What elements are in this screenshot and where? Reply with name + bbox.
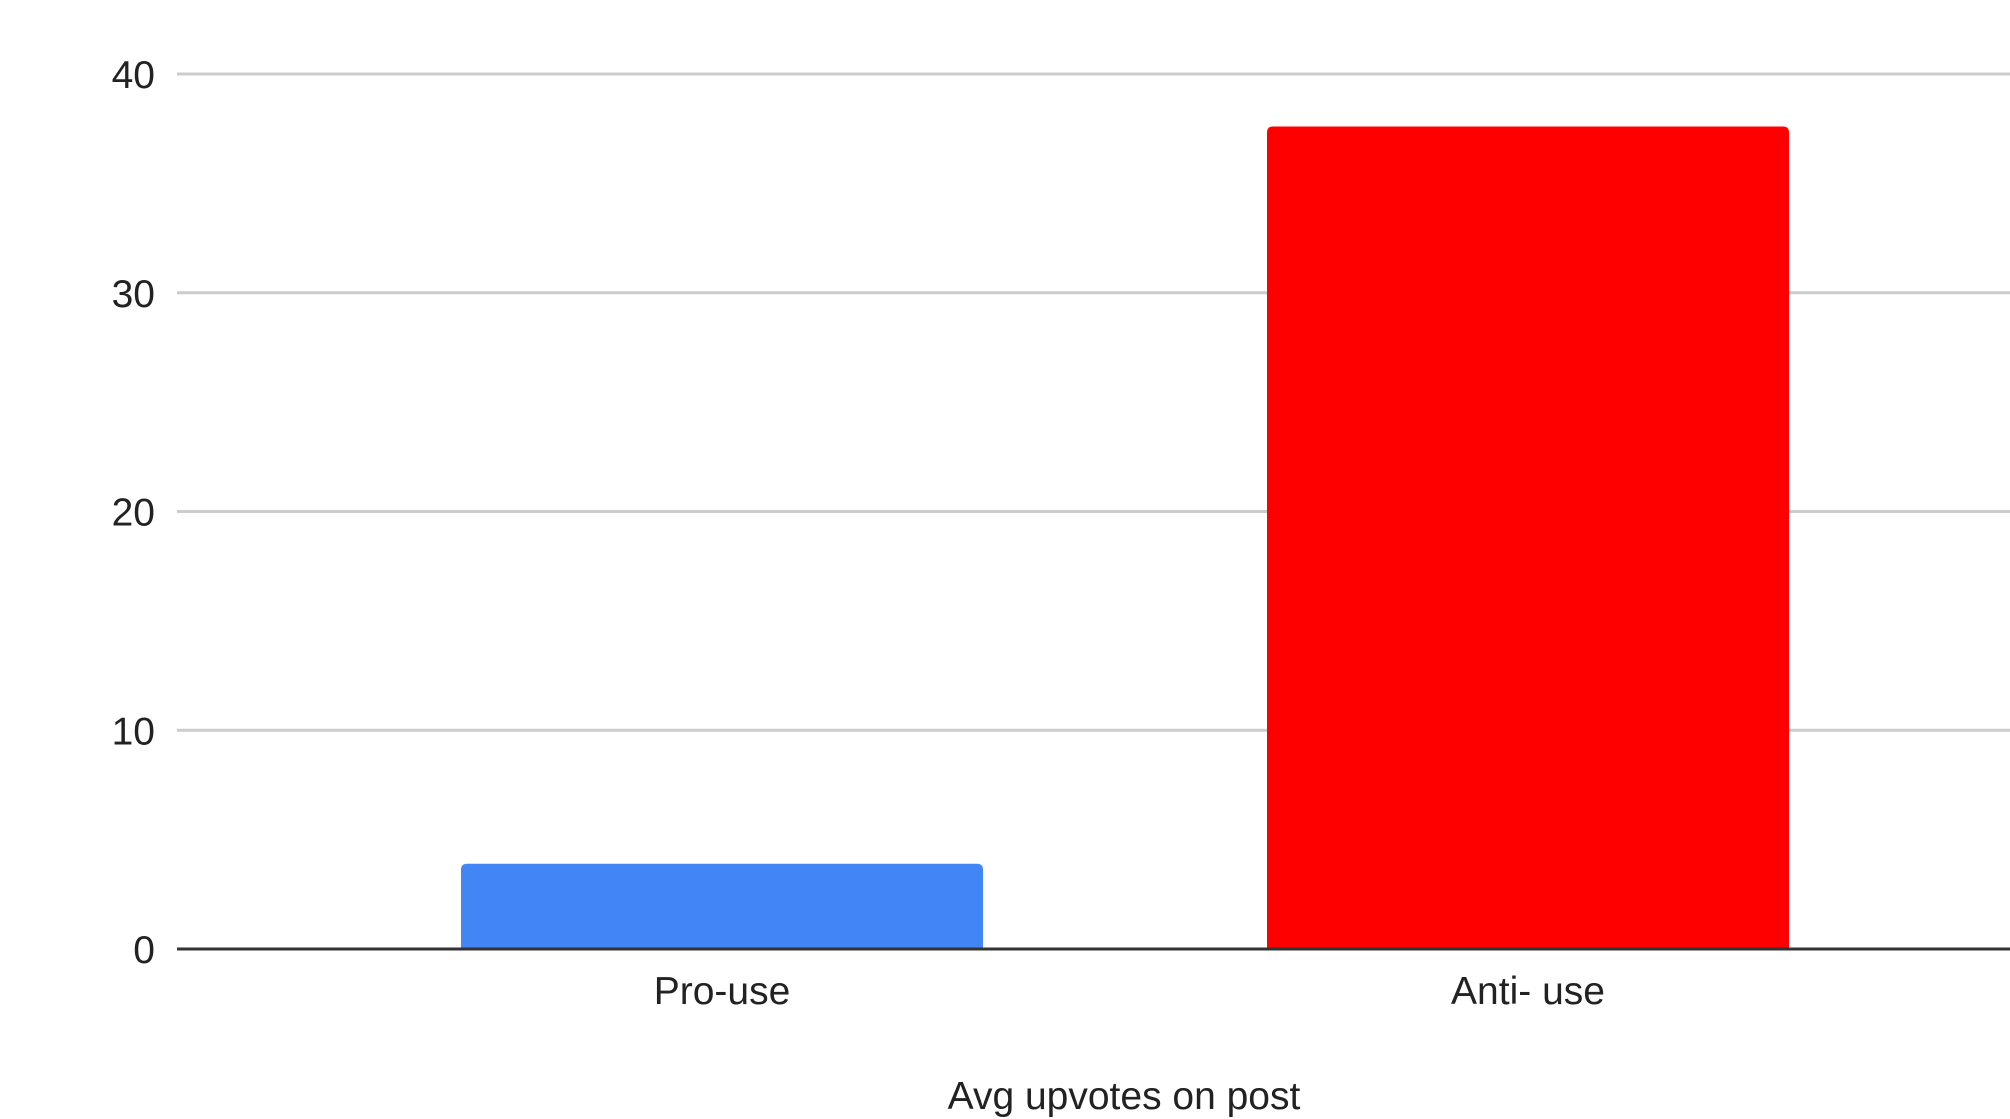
y-tick-label: 40 <box>112 54 155 97</box>
y-tick-label: 20 <box>112 492 155 535</box>
y-tick-label: 0 <box>133 929 155 972</box>
x-tick-label: Pro-use <box>654 970 791 1013</box>
bar-anti-use <box>1267 126 1789 949</box>
bar-pro-use <box>461 863 983 949</box>
x-axis-title: Avg upvotes on post <box>948 1075 1301 1118</box>
y-tick-label: 10 <box>112 710 155 753</box>
x-tick-label: Anti- use <box>1451 970 1605 1013</box>
y-tick-label: 30 <box>112 273 155 316</box>
bars <box>461 126 1789 949</box>
x-axis-ticks: Pro-use Anti- use <box>654 970 1605 1013</box>
y-axis-ticks: 0 10 20 30 40 <box>112 54 155 972</box>
